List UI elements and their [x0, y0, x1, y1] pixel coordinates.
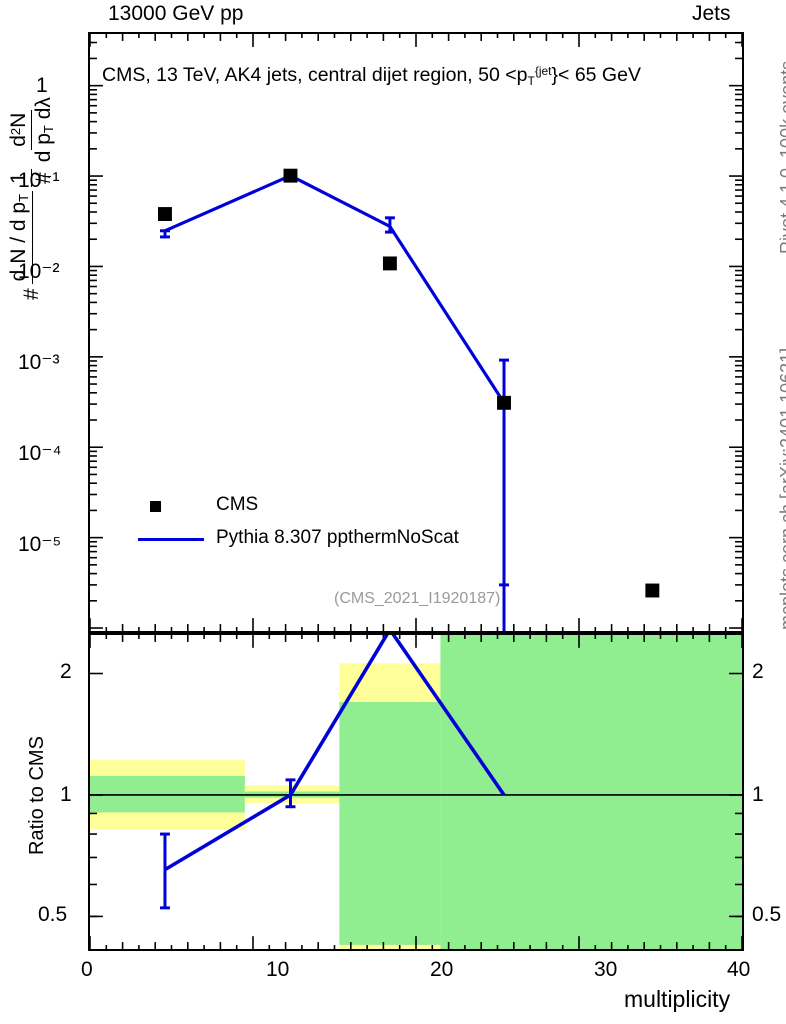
legend-label-pythia: Pythia 8.307 ppthermNoScat: [216, 527, 459, 548]
header-beam-label: 13000 GeV pp: [108, 2, 244, 25]
uncertainty-bands: [90, 635, 742, 949]
mcplots-source-note: mcplots.cern.ch [arXiv:2401.10621]: [777, 347, 786, 630]
y-tick-label-1e-2: 10⁻²: [18, 260, 60, 283]
x-axis-label: multiplicity: [624, 986, 731, 1012]
mc-series-main: [160, 170, 509, 631]
y-tick-label-1e-5: 10⁻⁵: [18, 533, 62, 556]
x-tick-label-10: 10: [266, 958, 290, 981]
plot-title-sup: {jet: [534, 64, 552, 78]
analysis-watermark: (CMS_2021_I1920187): [334, 590, 501, 607]
ratio-y-tick-label-1-left: 1: [60, 783, 72, 806]
ratio-y-tick-label-2-left: 2: [60, 660, 72, 683]
y-tick-label-1: 1: [36, 74, 48, 97]
legend-line-marker-icon: [138, 538, 204, 541]
ratio-y-tick-label-05-left: 0.5: [38, 903, 68, 926]
y-tick-label-1e-1: 10⁻¹: [18, 169, 60, 192]
x-tick-label-30: 30: [594, 958, 618, 981]
rivet-version-note: Rivet 4.1.0, 100k events: [777, 60, 786, 254]
cms-data-markers-main: [158, 168, 660, 598]
header-category-label: Jets: [692, 2, 731, 25]
plot-title-prefix: CMS, 13 TeV, AK4 jets, central dijet reg…: [102, 64, 528, 86]
main-axis-ticks: [90, 34, 742, 631]
x-tick-label-0: 0: [81, 958, 93, 981]
ratio-y-tick-label-2-right: 2: [752, 660, 764, 683]
legend-label-cms: CMS: [216, 494, 259, 515]
ratio-y-tick-label-1-right: 1: [752, 783, 764, 806]
main-plot-canvas: [90, 34, 742, 631]
ratio-plot-canvas: [90, 635, 742, 949]
plot-title-suffix: }< 65 GeV: [551, 64, 641, 86]
main-plot-panel: CMS, 13 TeV, AK4 jets, central dijet reg…: [88, 32, 744, 633]
x-tick-label-20: 20: [430, 958, 454, 981]
legend-square-marker-icon: [150, 501, 161, 512]
plot-title-sub: T: [527, 74, 535, 88]
ratio-y-tick-label-05-right: 0.5: [752, 903, 782, 926]
y-tick-label-1e-3: 10⁻³: [18, 351, 60, 374]
mc-series-ratio: [160, 635, 506, 910]
ratio-plot-panel: [88, 633, 744, 951]
x-tick-label-40: 40: [727, 958, 751, 981]
y-axis-label-part-1: #: [19, 288, 43, 300]
plot-title: CMS, 13 TeV, AK4 jets, central dijet reg…: [102, 64, 641, 88]
y-tick-label-1e-4: 10⁻⁴: [18, 442, 62, 465]
ratio-y-axis-label: Ratio to CMS: [26, 736, 48, 855]
y-axis-label-frac-3: d2N d pT dλ: [7, 97, 57, 163]
